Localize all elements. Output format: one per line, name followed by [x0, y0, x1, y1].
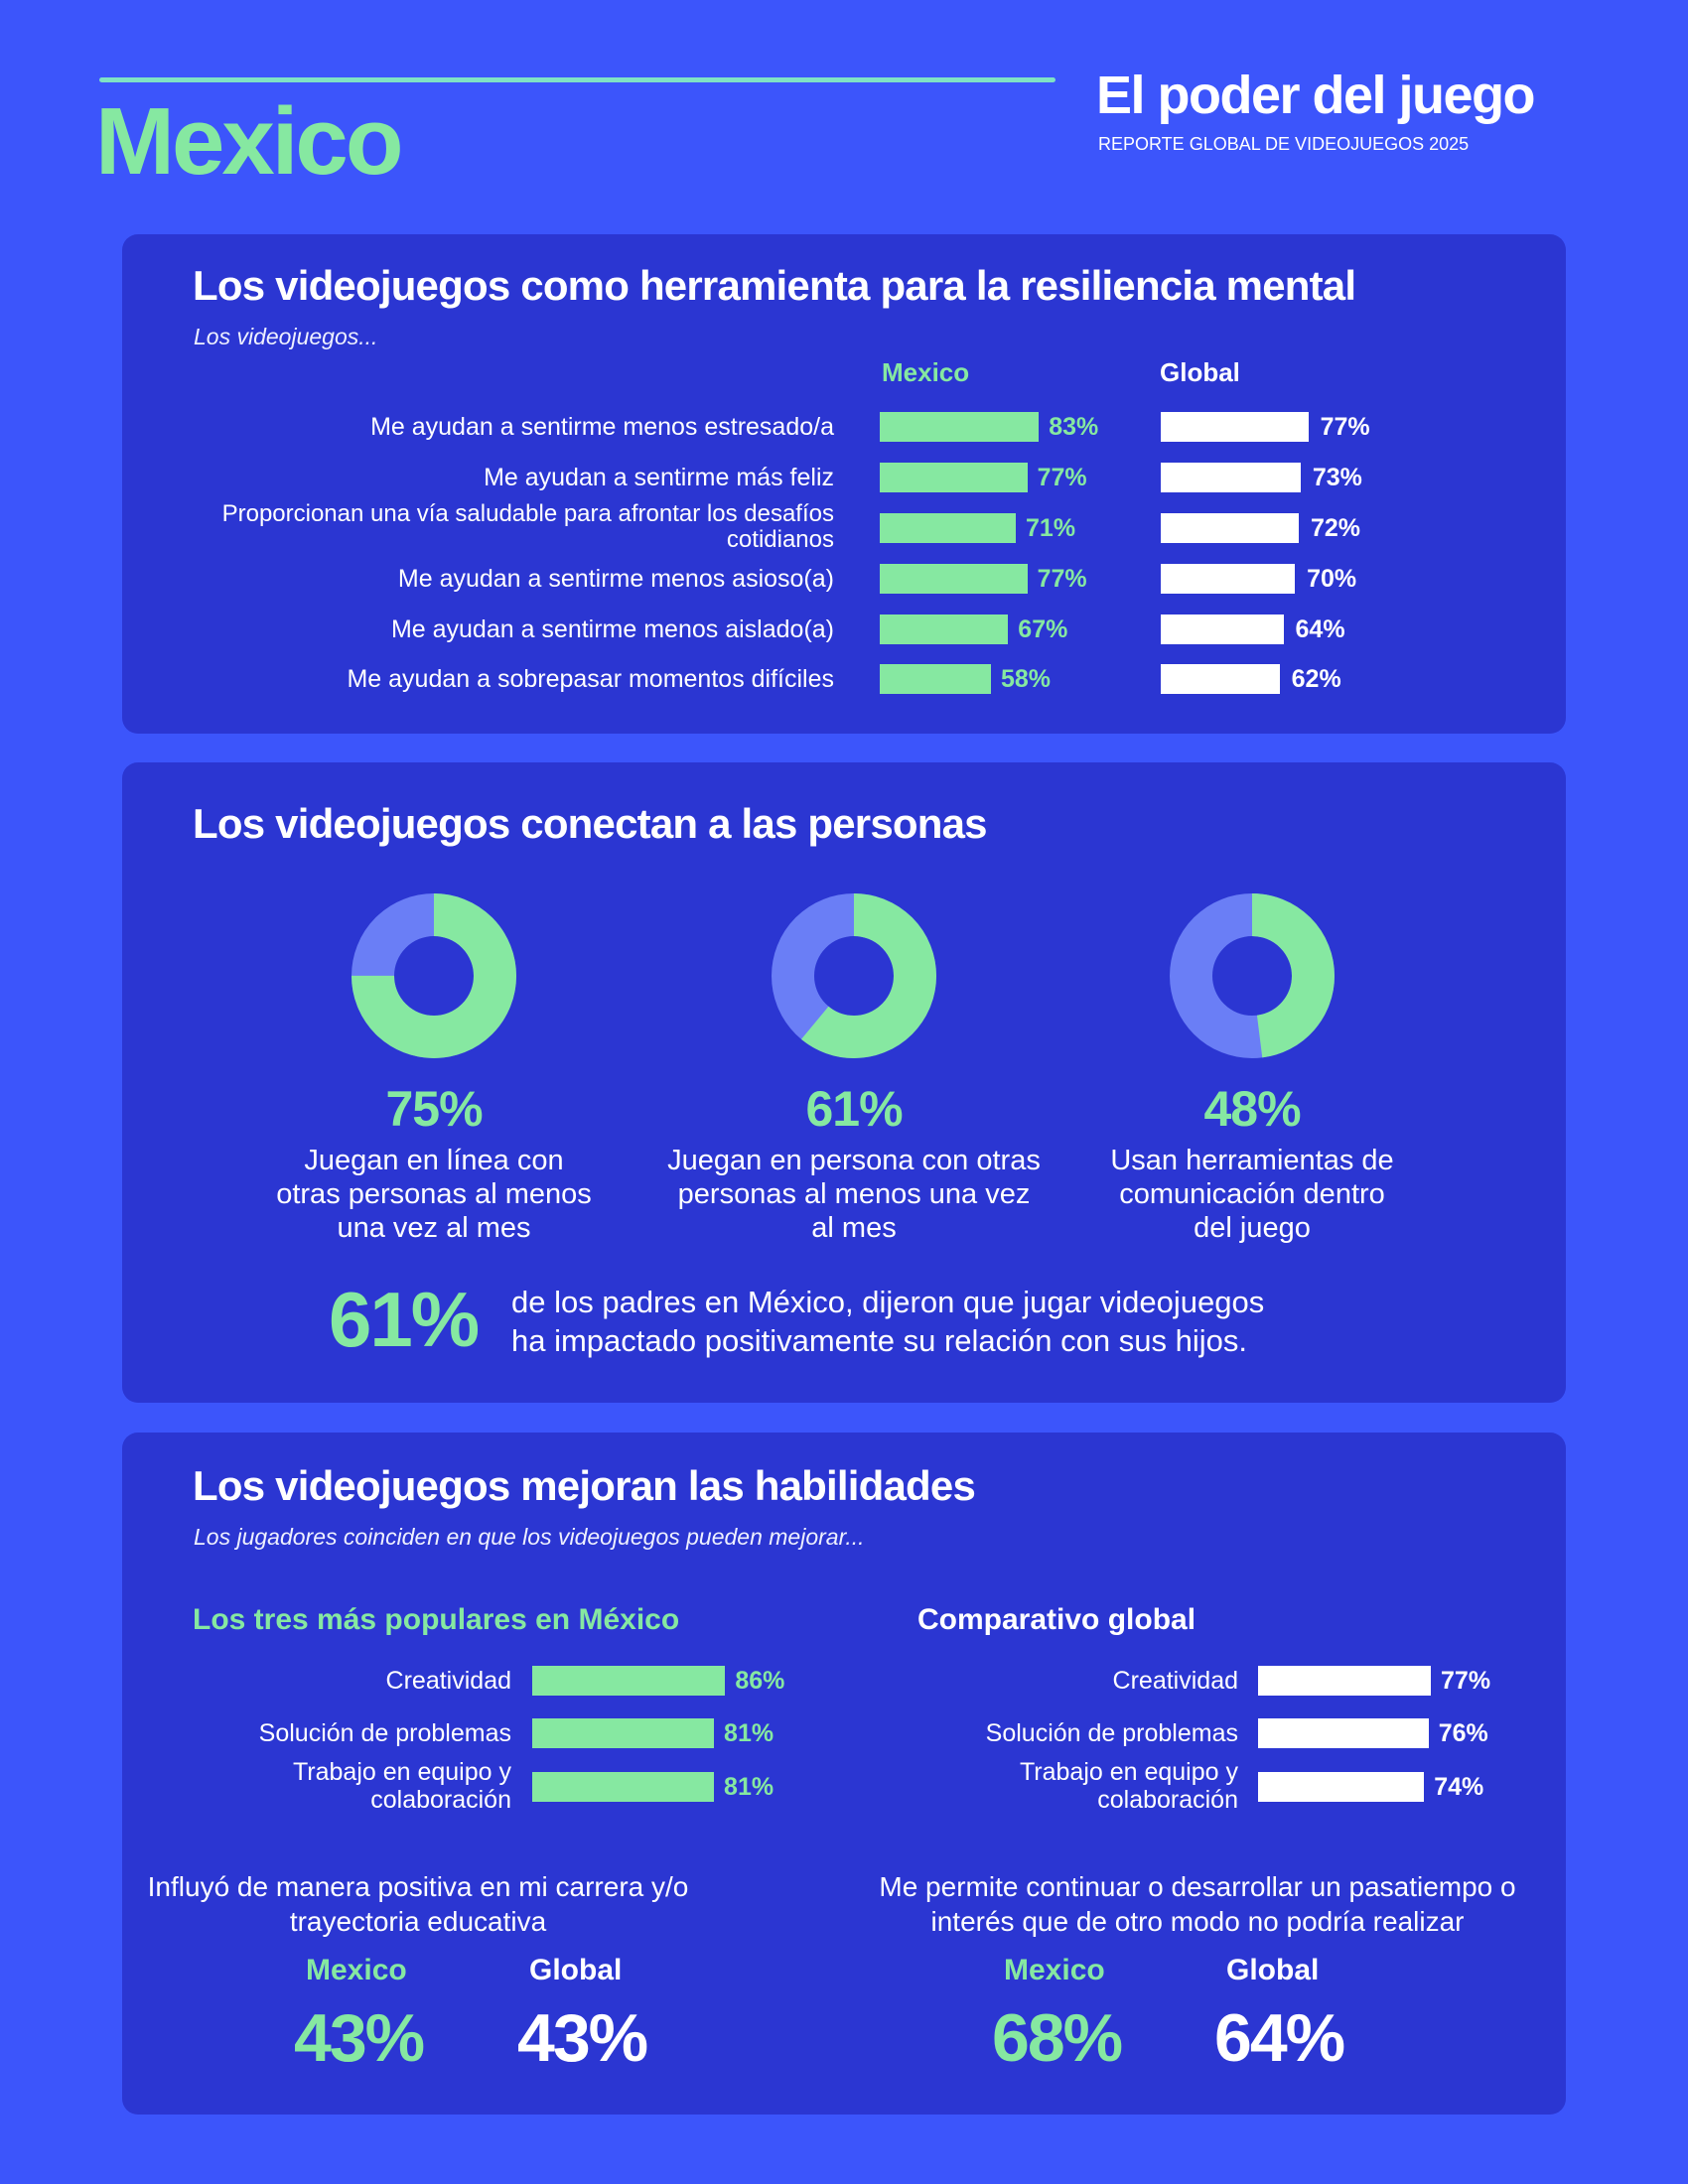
- mexico-skill-bar: [532, 1718, 715, 1748]
- resilience-title: Los videojuegos como herramienta para la…: [193, 262, 1356, 309]
- mexico-bar: [880, 564, 1028, 594]
- stat-mexico-label: Mexico: [1004, 1954, 1105, 1986]
- skills-subtitle: Los jugadores coinciden en que los video…: [194, 1524, 865, 1550]
- mexico-skill-label: Trabajo en equipo y colaboración: [292, 1758, 511, 1814]
- report-subtitle: REPORTE GLOBAL DE VIDEOJUEGOS 2025: [1098, 134, 1470, 154]
- global-skill-value: 77%: [1441, 1667, 1491, 1695]
- donut-percentage: 61%: [805, 1081, 903, 1137]
- mexico-bar: [880, 412, 1040, 442]
- mexico-bar: [880, 513, 1017, 543]
- global-bar: [1161, 463, 1301, 492]
- mexico-skill-bar: [532, 1666, 726, 1696]
- donut-chart: [1170, 893, 1335, 1058]
- global-skill-bar: [1258, 1718, 1429, 1748]
- global-bar: [1161, 513, 1299, 543]
- donut-value-slice: [772, 893, 936, 1058]
- donut-chart: [352, 893, 516, 1058]
- global-bar: [1161, 564, 1296, 594]
- global-skill-bar: [1258, 1772, 1425, 1802]
- global-skill-label: Solución de problemas: [985, 1719, 1238, 1747]
- global-skill-label: Trabajo en equipo y colaboración: [1019, 1758, 1238, 1814]
- row-label: Me ayudan a sobrepasar momentos difícile…: [347, 665, 834, 693]
- global-bar: [1161, 614, 1284, 644]
- parents-percentage: 61%: [329, 1276, 480, 1363]
- donut-caption: Usan herramientas de comunicación dentro…: [1110, 1145, 1394, 1244]
- stat-global-label: Global: [529, 1954, 623, 1986]
- country-title: Mexico: [95, 88, 403, 195]
- resilience-card: Los videojuegos como herramienta para la…: [122, 234, 1566, 734]
- mexico-value: 71%: [1026, 514, 1076, 542]
- stat-global-value: 64%: [1214, 2000, 1345, 2076]
- global-value: 72%: [1310, 514, 1360, 542]
- stat-global-value: 43%: [517, 2000, 648, 2076]
- mexico-skill-bar: [532, 1772, 715, 1802]
- global-value: 73%: [1312, 464, 1362, 491]
- row-label: Me ayudan a sentirme más feliz: [484, 464, 834, 491]
- stat-question: Influyó de manera positiva en mi carrera…: [147, 1871, 689, 1937]
- mexico-skill-label: Creatividad: [385, 1667, 511, 1695]
- donut-chart: [772, 893, 936, 1058]
- report-title: El poder del juego: [1096, 66, 1536, 125]
- parents-statement: de los padres en México, dijeron que jug…: [511, 1283, 1264, 1360]
- row-label: Me ayudan a sentirme menos asioso(a): [397, 565, 834, 593]
- mexico-bar: [880, 463, 1028, 492]
- donut-value-slice: [352, 893, 516, 1058]
- global-skill-value: 76%: [1438, 1719, 1488, 1747]
- mexico-value: 83%: [1049, 413, 1099, 441]
- resilience-subtitle: Los videojuegos...: [194, 324, 378, 349]
- global-value: 62%: [1291, 665, 1341, 693]
- row-label: Me ayudan a sentirme menos aislado(a): [390, 615, 834, 643]
- global-value: 64%: [1295, 615, 1345, 643]
- global-skill-bar: [1258, 1666, 1432, 1696]
- global-bar: [1161, 664, 1280, 694]
- stat-global-label: Global: [1226, 1954, 1320, 1986]
- donut-value-slice: [1170, 893, 1335, 1058]
- mexico-value: 77%: [1037, 565, 1087, 593]
- row-label: Me ayudan a sentirme menos estresado/a: [370, 413, 834, 441]
- global-value: 70%: [1307, 565, 1357, 593]
- global-comparison-heading: Comparativo global: [917, 1603, 1196, 1636]
- parents-statement-line1: de los padres en México, dijeron que jug…: [511, 1285, 1265, 1319]
- mexico-skill-label: Solución de problemas: [258, 1719, 511, 1747]
- global-bar: [1161, 412, 1309, 442]
- global-column-header: Global: [1160, 357, 1240, 387]
- global-value: 77%: [1320, 413, 1370, 441]
- header-rule: [99, 77, 1055, 82]
- mexico-top-three-heading: Los tres más populares en México: [193, 1603, 680, 1636]
- mexico-skill-value: 86%: [735, 1667, 785, 1695]
- donut-caption: Juegan en línea con otras personas al me…: [276, 1145, 592, 1244]
- parents-statement-line2: ha impactado positivamente su relación c…: [511, 1323, 1247, 1358]
- mexico-bar: [880, 664, 991, 694]
- mexico-column-header: Mexico: [882, 357, 970, 387]
- mexico-value: 58%: [1000, 665, 1051, 693]
- stat-mexico-value: 68%: [992, 2000, 1123, 2076]
- skills-card: Los videojuegos mejoran las habilidades …: [122, 1433, 1566, 2115]
- mexico-value: 67%: [1018, 615, 1068, 643]
- stat-mexico-label: Mexico: [306, 1954, 407, 1986]
- connect-title: Los videojuegos conectan a las personas: [193, 800, 988, 847]
- mexico-skill-value: 81%: [724, 1719, 774, 1747]
- stat-question: Me permite continuar o desarrollar un pa…: [879, 1871, 1516, 1937]
- row-label: Proporcionan una vía saludable para afro…: [221, 500, 834, 553]
- donut-percentage: 75%: [385, 1081, 483, 1137]
- connect-card: Los videojuegos conectan a las personas …: [122, 762, 1566, 1403]
- stat-mexico-value: 43%: [294, 2000, 425, 2076]
- mexico-value: 77%: [1037, 464, 1087, 491]
- donut-percentage: 48%: [1203, 1081, 1301, 1137]
- mexico-skill-value: 81%: [724, 1773, 774, 1801]
- global-skill-label: Creatividad: [1112, 1667, 1238, 1695]
- mexico-bar: [880, 614, 1009, 644]
- skills-title: Los videojuegos mejoran las habilidades: [193, 1462, 976, 1509]
- donut-caption: Juegan en persona con otras personas al …: [667, 1145, 1041, 1244]
- global-skill-value: 74%: [1434, 1773, 1484, 1801]
